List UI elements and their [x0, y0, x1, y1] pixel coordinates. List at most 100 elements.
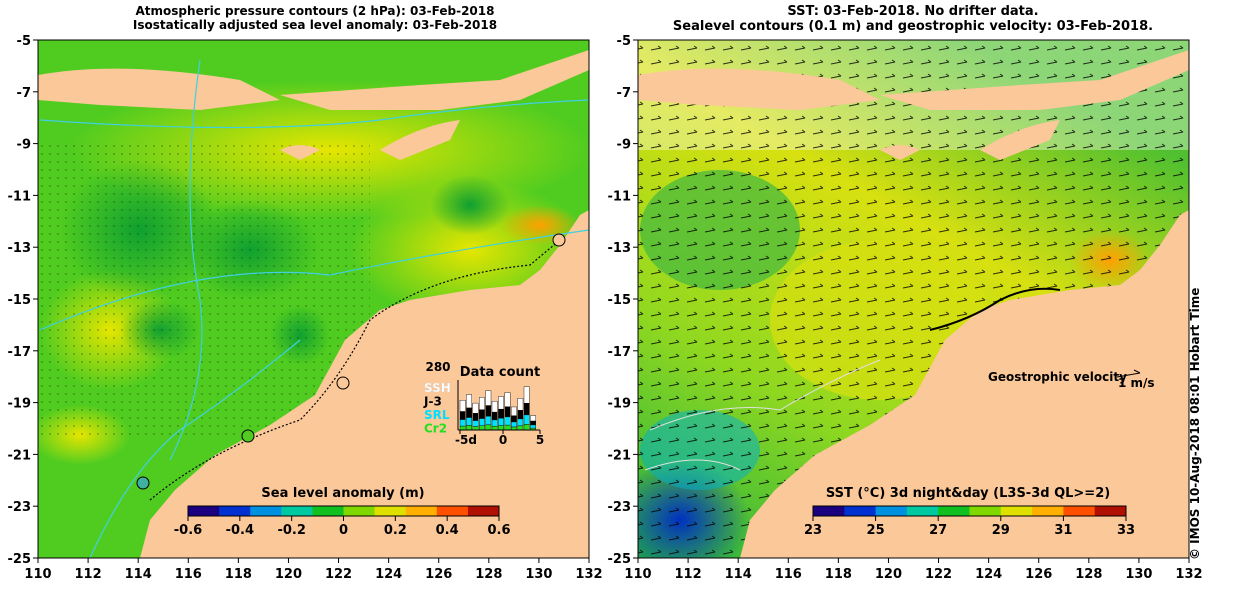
x-tick-label: 118	[825, 567, 852, 582]
tide-gauge-marker	[336, 376, 350, 390]
y-tick-label: -7	[617, 86, 631, 101]
x-tick-label: 120	[275, 567, 302, 582]
data-count-bar-segment	[491, 411, 498, 421]
data-count-bar-segment	[485, 424, 492, 431]
data-count-bar-segment	[491, 419, 498, 427]
right-y-axis-ticks: -5 -7 -9 -11 -13 -15 -17 -19 -21 -23 -25	[608, 34, 638, 567]
y-tick-label: -25	[608, 552, 632, 567]
velocity-legend: Geostrophic velocity 1 m/s	[988, 369, 1155, 390]
data-count-bar-segment	[459, 411, 466, 420]
pressure-contour-2	[39, 99, 589, 129]
y-tick-label: -11	[608, 189, 632, 204]
data-count-bar-segment	[511, 421, 517, 428]
australia-landmass-sst	[740, 210, 1189, 558]
data-count-bar-segment	[523, 414, 530, 425]
x-tick-label: 124	[375, 567, 402, 582]
colorbar-tick-label: 0.6	[487, 523, 510, 538]
data-count-bar-segment	[459, 419, 466, 427]
data-count-bar-segment	[530, 420, 537, 426]
data-count-title: Data count	[460, 365, 540, 380]
sumba-island	[280, 145, 320, 160]
velocity-legend-label: Geostrophic velocity	[988, 370, 1127, 384]
colorbar-tick-label: -0.6	[174, 523, 202, 538]
data-count-tick-label: 0	[499, 433, 507, 447]
x-tick-label: 126	[1025, 567, 1052, 582]
data-count-bar-segment	[498, 418, 504, 426]
colorbar-swatch	[343, 506, 376, 516]
tide-gauge-marker	[552, 233, 566, 247]
data-count-bars	[459, 386, 537, 431]
y-tick-label: -13	[8, 241, 32, 256]
x-tick-label: 114	[125, 567, 152, 582]
y-tick-label: -7	[17, 86, 31, 101]
pressure-contour-3	[89, 339, 301, 558]
data-count-bar-segment	[504, 416, 511, 426]
satellite-label: SRL	[424, 408, 450, 422]
data-count-bar-segment	[498, 425, 504, 431]
x-tick-label: 116	[175, 567, 202, 582]
pressure-contour-1	[39, 229, 589, 331]
data-count-bar-segment	[504, 424, 511, 431]
y-tick-label: -19	[608, 397, 632, 412]
colorbar-tick-label: 31	[1054, 523, 1072, 538]
y-tick-label: -11	[8, 189, 32, 204]
colorbar-tick-label: 0.2	[384, 523, 407, 538]
colorbar-swatch	[969, 506, 1002, 516]
colorbar-swatch	[1063, 506, 1096, 516]
right-panel-title: SST: 03-Feb-2018. No drifter data. Seale…	[638, 4, 1188, 34]
data-count-bar-segment	[485, 390, 492, 406]
right-x-axis-ticks: 110 112 114 116 118 120 122 124 126 128 130 132	[624, 558, 1203, 582]
left-title-line2: Isostatically adjusted sea level anomaly…	[132, 18, 498, 32]
tide-gauge-marker	[136, 476, 150, 490]
colorbar-swatch	[250, 506, 282, 516]
right-title-line1: SST: 03-Feb-2018. No drifter data.	[787, 4, 1039, 19]
colorbar-swatch	[1032, 506, 1064, 516]
left-panel-title: Atmospheric pressure contours (2 hPa): 0…	[40, 4, 590, 32]
colorbar-tick-label: 0	[339, 523, 348, 538]
colorbar-swatch	[875, 506, 908, 516]
sumba-island-sst	[880, 145, 920, 160]
data-count-bar-segment	[511, 415, 517, 423]
velocity-legend-arrow	[1116, 372, 1141, 378]
data-count-bar-segment	[472, 402, 479, 414]
y-tick-label: -17	[608, 345, 632, 360]
satellite-label: J-3	[423, 395, 442, 409]
y-tick-label: -15	[8, 293, 32, 308]
data-count-bar-segment	[517, 398, 524, 411]
data-count-bar-segment	[491, 426, 498, 431]
java-island-sst	[638, 68, 880, 110]
left-title-line1: Atmospheric pressure contours (2 hPa): 0…	[135, 4, 495, 18]
data-count-bar-segment	[479, 418, 485, 426]
x-tick-label: 120	[875, 567, 902, 582]
x-tick-label: 132	[1175, 567, 1202, 582]
colorbar-tick-label: 0.4	[436, 523, 459, 538]
y-tick-label: -5	[617, 34, 631, 49]
x-tick-label: 130	[1125, 567, 1152, 582]
data-count-bar-segment	[485, 416, 492, 426]
data-count-bar-segment	[485, 405, 492, 417]
y-tick-label: -17	[8, 345, 32, 360]
data-count-bar-segment	[530, 424, 537, 429]
timor-island	[380, 120, 460, 160]
data-count-bar-segment	[466, 417, 472, 426]
colorbar-swatch	[1000, 506, 1033, 516]
satellite-label: SSH	[424, 381, 451, 395]
x-tick-label: 122	[325, 567, 352, 582]
y-tick-label: -9	[617, 138, 631, 153]
nusa-tenggara-sst	[880, 50, 1189, 110]
kimberley-coast	[929, 287, 1061, 331]
x-tick-label: 116	[775, 567, 802, 582]
data-count-bar-segment	[479, 425, 485, 431]
y-tick-label: -23	[608, 500, 632, 515]
sla-data-dots	[40, 140, 370, 440]
colorbar-swatch	[813, 506, 845, 516]
x-tick-label: 124	[975, 567, 1002, 582]
timor-island-sst	[980, 120, 1060, 160]
x-tick-label: 122	[925, 567, 952, 582]
data-count-bar-segment	[466, 394, 472, 409]
sst-colorbar-ticks: 23 25 27 29 31 33	[804, 516, 1135, 538]
sealevel-contour	[649, 359, 881, 431]
data-count-bar-segment	[511, 406, 517, 416]
